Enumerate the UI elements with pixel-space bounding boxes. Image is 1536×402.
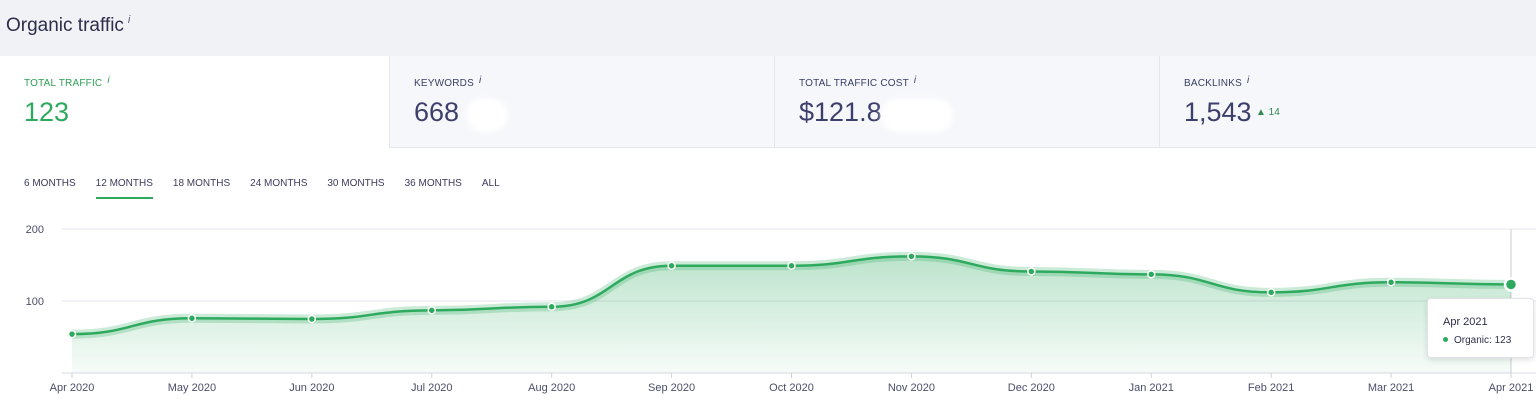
info-icon[interactable]: i [107,75,110,86]
data-point [1386,278,1396,287]
card-value: 123 [24,97,70,127]
x-tick-label: Jun 2020 [289,382,334,394]
x-tick-label: Feb 2021 [1248,382,1294,394]
card-value: 1,543 [1184,97,1252,127]
data-point [67,329,77,339]
metric-cards: TOTAL TRAFFIC i 123 KEYWORDS i 668 TOTAL T… [0,56,1536,148]
x-tick-label: Apr 2020 [50,382,95,394]
data-point [1503,277,1519,292]
data-point [787,261,796,270]
period-tabs: 6 MONTHS 12 MONTHS 18 MONTHS 24 MONTHS 3… [14,170,510,199]
data-point [307,314,317,324]
tab-24-months[interactable]: 24 MONTHS [250,178,308,189]
series-dot-icon [1443,337,1448,342]
series-area [72,256,1511,373]
section-title: Organic traffic i [6,14,130,37]
data-point [1266,288,1276,297]
organic-traffic-chart: 100 200 Apr 2020 May 2020 Jun 2020 Jul 2020 Au… [26,224,1536,394]
tab-36-months[interactable]: 36 MONTHS [404,178,462,189]
info-icon[interactable]: i [1246,75,1250,86]
x-tick-label: Apr 2021 [1489,382,1534,394]
backlinks-delta: ▲ 14 [1256,107,1280,118]
card-label: TOTAL TRAFFIC COST [799,78,909,89]
x-tick-label: Dec 2020 [1008,382,1055,394]
data-point [907,252,916,261]
data-point [547,302,556,312]
blurred-delta [885,102,949,128]
chart-tooltip: Apr 2021 Organic: 123 [1427,298,1534,358]
y-tick-label: 100 [26,296,44,308]
x-tick-label: Sep 2020 [648,382,695,394]
section-title-text: Organic traffic [6,15,124,36]
x-tick-label: Oct 2020 [769,382,814,394]
data-point [1027,267,1036,276]
card-value: 668 [414,97,460,127]
blurred-delta [470,102,504,128]
card-total-traffic-cost[interactable]: TOTAL TRAFFIC COST i $121.8 [775,56,1160,148]
tooltip-value: Organic: 123 [1454,335,1512,346]
card-label: BACKLINKS [1184,78,1242,89]
card-value: $121.8 [799,97,882,127]
data-point [667,261,676,270]
card-label: KEYWORDS [414,78,474,89]
card-total-traffic[interactable]: TOTAL TRAFFIC i 123 [0,56,390,148]
x-tick-label: Mar 2021 [1368,382,1414,394]
info-icon[interactable]: i [127,14,131,26]
data-point [187,314,197,323]
tooltip-date: Apr 2021 [1443,316,1488,328]
y-tick-label: 200 [26,224,44,236]
tab-12-months[interactable]: 12 MONTHS [86,170,163,199]
tooltip-row: Organic: 123 [1443,335,1511,346]
tab-30-months[interactable]: 30 MONTHS [327,178,385,189]
tab-18-months[interactable]: 18 MONTHS [172,178,231,189]
x-tick-label: Nov 2020 [888,382,935,394]
x-tick-label: Jan 2021 [1129,382,1174,394]
tab-6-months[interactable]: 6 MONTHS [24,178,76,189]
x-tick-label: Aug 2020 [528,382,575,394]
card-backlinks[interactable]: BACKLINKS i 1,543 ▲ 14 [1160,56,1536,148]
x-tick-label: May 2020 [168,382,216,394]
x-tick-label: Jul 2020 [411,382,453,394]
tab-all[interactable]: ALL [481,178,500,189]
card-label: TOTAL TRAFFIC [24,78,103,89]
info-icon[interactable]: i [478,75,482,86]
data-point [1147,270,1156,279]
card-keywords[interactable]: KEYWORDS i 668 [390,56,775,148]
data-point [427,306,436,315]
info-icon[interactable]: i [913,75,917,86]
